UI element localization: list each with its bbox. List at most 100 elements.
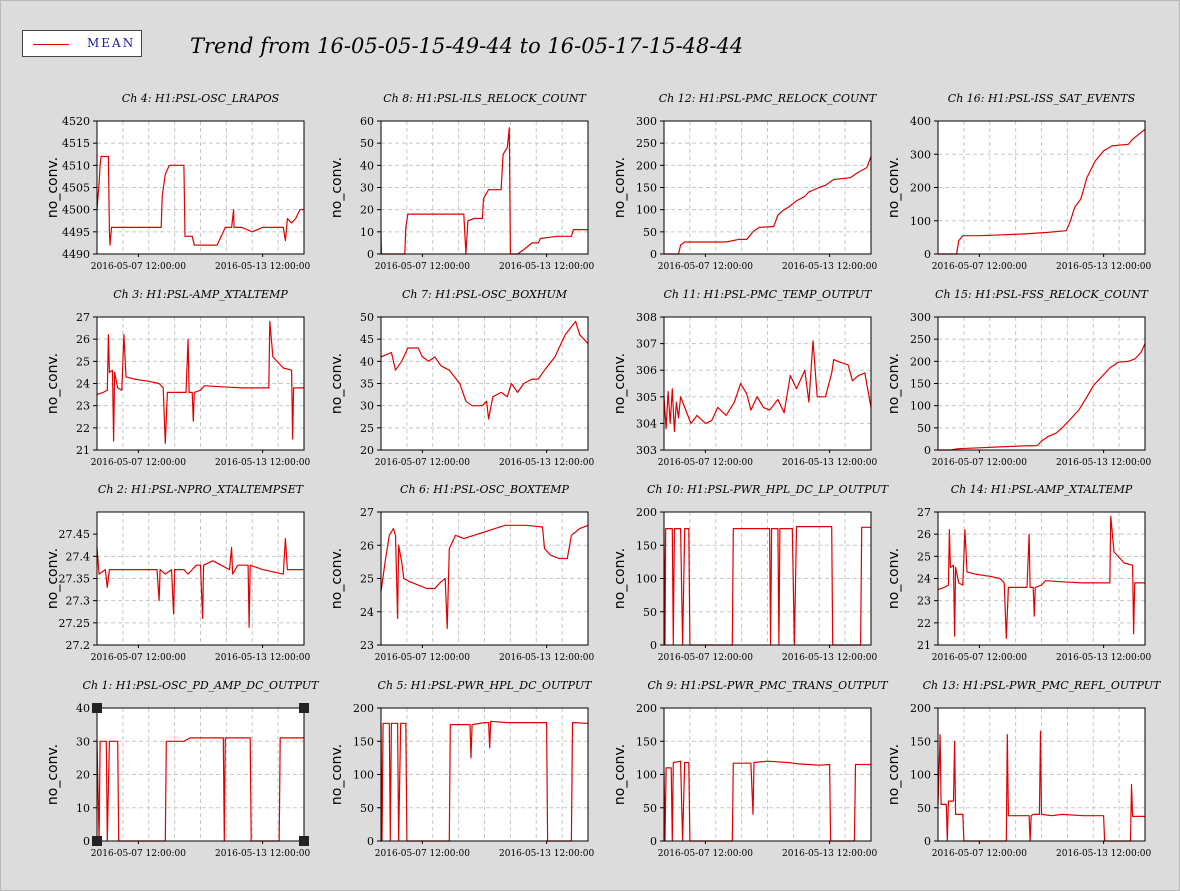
- chart-title: Ch 4: H1:PSL-OSC_LRAPOS: [122, 92, 280, 105]
- y-tick-label: 0: [650, 835, 657, 848]
- x-tick-label: 2016-05-07 12:00:00: [932, 653, 1027, 663]
- series-line: [96, 537, 304, 628]
- x-tick-label: 2016-05-07 12:00:00: [658, 653, 753, 663]
- selection-handle: [92, 703, 102, 713]
- y-tick-label: 0: [924, 835, 931, 848]
- y-tick-label: 400: [910, 115, 931, 128]
- chart-title: Ch 2: H1:PSL-NPRO_XTALTEMPSET: [98, 483, 305, 496]
- x-tick-label: 2016-05-07 12:00:00: [375, 458, 470, 468]
- chart-title: Ch 9: H1:PSL-PWR_PMC_TRANS_OUTPUT: [647, 679, 889, 692]
- y-axis-label: no_conv.: [45, 157, 61, 218]
- x-tick-label: 2016-05-07 12:00:00: [91, 849, 186, 859]
- series-line: [938, 343, 1146, 451]
- series-line: [663, 340, 872, 432]
- y-tick-label: 27.25: [59, 617, 91, 630]
- y-tick-label: 200: [636, 702, 657, 715]
- chart-panel: 303 304 305 306 307 308 2016-05-07 12:00:00 201…: [612, 288, 877, 468]
- y-axis-label: no_conv.: [329, 744, 345, 805]
- x-tick-label: 2016-05-13 12:00:00: [499, 653, 594, 663]
- plot-frame: [96, 120, 305, 255]
- y-tick-label: 23: [917, 595, 931, 608]
- x-tick-label: 2016-05-13 12:00:00: [499, 458, 594, 468]
- y-tick-label: 23: [360, 639, 374, 652]
- y-tick-label: 0: [650, 248, 657, 261]
- x-tick-label: 2016-05-13 12:00:00: [215, 458, 310, 468]
- y-tick-label: 100: [910, 400, 931, 413]
- series-line: [96, 155, 304, 246]
- chart-title: Ch 1: H1:PSL-OSC_PD_AMP_DC_OUTPUT: [83, 679, 321, 692]
- y-tick-label: 30: [360, 182, 374, 195]
- y-tick-label: 100: [636, 573, 657, 586]
- y-axis-label: no_conv.: [612, 157, 628, 218]
- chart-panel: 0 50 100 150 200 2016-05-07 12:00:00 2016-05-1…: [886, 679, 1162, 859]
- y-tick-label: 50: [643, 606, 657, 619]
- legend-label: MEAN: [87, 36, 136, 50]
- y-tick-label: 0: [367, 248, 374, 261]
- x-tick-label: 2016-05-13 12:00:00: [1056, 262, 1151, 272]
- y-tick-label: 307: [636, 338, 657, 351]
- chart-panel: 4490 4495 4500 4505 4510 4515 4520 2016-05-07 1…: [45, 92, 310, 272]
- y-tick-label: 21: [917, 639, 931, 652]
- chart-panel: 21 22 23 24 25 26 27 2016-05-07 12:00:00 2016-05…: [886, 483, 1151, 663]
- y-tick-label: 150: [636, 735, 657, 748]
- legend-swatch-line: [33, 44, 69, 45]
- y-tick-label: 21: [76, 444, 90, 457]
- y-axis-label: no_conv.: [886, 744, 902, 805]
- chart-title: Ch 12: H1:PSL-PMC_RELOCK_COUNT: [659, 92, 878, 105]
- y-tick-label: 24: [360, 606, 374, 619]
- y-tick-label: 40: [76, 702, 90, 715]
- series-line: [96, 320, 304, 444]
- x-tick-label: 2016-05-13 12:00:00: [782, 458, 877, 468]
- chart-title: Ch 15: H1:PSL-FSS_RELOCK_COUNT: [935, 288, 1150, 301]
- y-axis-label: no_conv.: [612, 353, 628, 414]
- x-tick-label: 2016-05-07 12:00:00: [658, 458, 753, 468]
- y-axis-label: no_conv.: [886, 548, 902, 609]
- y-axis-label: no_conv.: [45, 353, 61, 414]
- x-tick-label: 2016-05-07 12:00:00: [658, 849, 753, 859]
- y-tick-label: 27.4: [66, 550, 91, 563]
- y-tick-label: 4505: [62, 182, 90, 195]
- x-tick-label: 2016-05-13 12:00:00: [782, 849, 877, 859]
- y-axis-label: no_conv.: [612, 744, 628, 805]
- chart-title: Ch 7: H1:PSL-OSC_BOXHUM: [402, 288, 568, 301]
- x-tick-label: 2016-05-07 12:00:00: [91, 653, 186, 663]
- y-tick-label: 250: [636, 137, 657, 150]
- series-line: [663, 525, 871, 646]
- y-tick-label: 10: [360, 226, 374, 239]
- chart-panel: 0 10 20 30 40 50 60 2016-05-07 12:00:00 2016-05-…: [329, 92, 594, 272]
- y-tick-label: 10: [76, 802, 90, 815]
- y-axis-label: no_conv.: [329, 548, 345, 609]
- y-tick-label: 40: [360, 355, 374, 368]
- x-tick-label: 2016-05-13 12:00:00: [1056, 458, 1151, 468]
- y-tick-label: 4500: [62, 204, 90, 217]
- y-axis-label: no_conv.: [886, 353, 902, 414]
- chart-title: Ch 3: H1:PSL-AMP_XTALTEMP: [113, 288, 288, 301]
- y-tick-label: 100: [636, 769, 657, 782]
- series-line: [937, 730, 1145, 842]
- y-tick-label: 0: [367, 835, 374, 848]
- plot-frame: [380, 120, 589, 255]
- y-tick-label: 60: [360, 115, 374, 128]
- chart-panel: 21 22 23 24 25 26 27 2016-05-07 12:00:00 2016-05…: [45, 288, 310, 468]
- y-tick-label: 22: [917, 617, 931, 630]
- y-tick-label: 100: [910, 769, 931, 782]
- plot-frame: [937, 120, 1146, 255]
- plot-frame: [380, 316, 589, 451]
- chart-panel: 0 100 200 300 400 2016-05-07 12:00:00 2016-05-…: [886, 92, 1151, 272]
- y-tick-label: 100: [353, 769, 374, 782]
- y-tick-label: 300: [636, 115, 657, 128]
- selection-handle: [92, 836, 102, 846]
- series-line: [938, 128, 1146, 255]
- x-tick-label: 2016-05-13 12:00:00: [499, 849, 594, 859]
- chart-title: Ch 10: H1:PSL-PWR_HPL_DC_LP_OUTPUT: [647, 483, 890, 496]
- y-tick-label: 0: [924, 444, 931, 457]
- y-tick-label: 20: [360, 444, 374, 457]
- y-tick-label: 4515: [62, 137, 90, 150]
- y-tick-label: 304: [636, 417, 657, 430]
- x-tick-label: 2016-05-07 12:00:00: [375, 262, 470, 272]
- y-tick-label: 20: [360, 204, 374, 217]
- chart-panel: 0 50 100 150 200 250 300 2016-05-07 12:00:00 201…: [886, 288, 1151, 468]
- y-tick-label: 200: [636, 506, 657, 519]
- x-tick-label: 2016-05-13 12:00:00: [499, 262, 594, 272]
